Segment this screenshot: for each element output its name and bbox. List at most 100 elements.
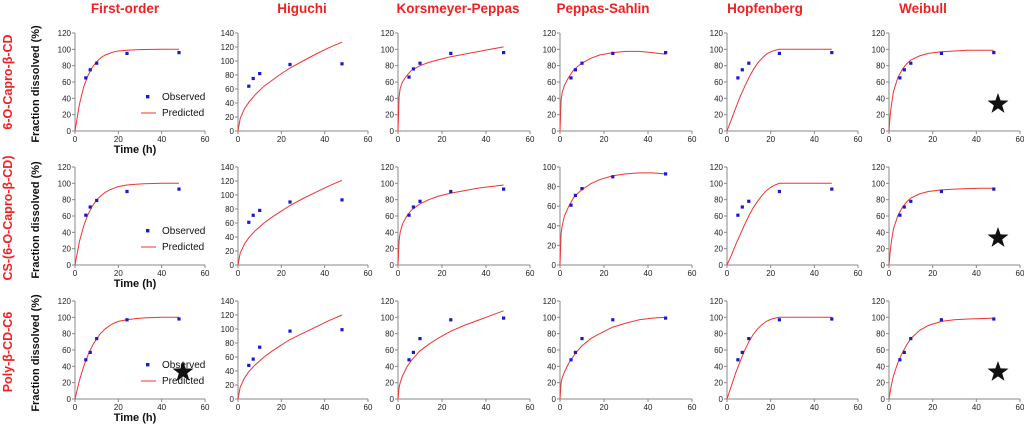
y-tick-label: 40 [385,362,394,371]
y-tick-label: 0 [552,395,557,404]
y-tick-label: 100 [381,45,395,54]
x-tick-label: 60 [526,135,535,144]
observed-point [573,350,577,354]
x-tick-label: 0 [887,135,892,144]
column-title-peppas-sahlin: Peppas-Sahlin [556,1,649,16]
observed-point [830,51,834,55]
x-tick-label: 0 [558,269,563,278]
y-tick-label: 80 [876,330,885,339]
observed-point [902,205,906,209]
y-tick-label: 40 [225,367,234,376]
star-icon [172,361,194,381]
y-axis-labels: Fraction dissolved (%) Fraction dissolve… [30,25,42,412]
observed-point [177,187,181,191]
observed-point [777,51,781,55]
x-tick-label: 20 [766,403,775,412]
column-title-first-order: First-order [91,1,160,16]
panel-1-2: 0 20 40 60 80 100 120 0 20 40 60 [381,163,535,278]
observed-point [258,208,262,212]
x-tick-label: 20 [277,269,286,278]
y-tick-label: 0 [67,261,72,270]
y-tick-label: 100 [221,57,235,66]
observed-point [251,76,255,81]
y-tick-label: 20 [876,245,885,254]
x-tick-label: 20 [438,269,447,278]
y-tick-label: 40 [62,362,71,371]
x-tick-label: 0 [396,269,401,278]
y-tick-label: 60 [547,202,556,211]
observed-point [88,350,92,354]
panel-2-3: 0 20 40 60 80 100 120 0 20 40 60 [543,297,697,412]
y-tick-label: 40 [876,362,885,371]
observed-point [125,51,129,55]
observed-point [898,358,902,362]
panel-2-4: 0 20 40 60 80 100 120 0 20 40 60 [710,297,863,412]
y-tick-label: 100 [710,45,724,54]
column-title-weibull: Weibull [899,1,947,16]
row-label-cs-6-o-capro-b-cd: CS-(6-O-Capro-β-CD) [1,156,15,281]
legend-observed-marker [146,363,150,367]
y-tick-label: 100 [381,179,395,188]
observed-point [340,328,344,332]
x-tick-label: 0 [396,403,401,412]
x-tick-label: 40 [810,135,819,144]
observed-point [288,200,292,204]
x-tick-label: 40 [644,135,653,144]
observed-point [502,187,506,191]
predicted-curve [559,316,666,400]
predicted-curve [74,182,179,266]
observed-point [251,357,255,361]
observed-point [747,199,751,203]
x-tick-label: 20 [928,269,937,278]
y-tick-label: 120 [381,163,395,172]
y-tick-label: 100 [872,313,886,322]
predicted-curve [237,314,343,400]
y-tick-label: 20 [62,379,71,388]
y-tick-label: 80 [385,330,394,339]
observed-point [411,350,415,354]
legend-observed-label: Observed [162,226,205,237]
observed-point [736,213,740,217]
x-tick-label: 60 [526,403,535,412]
x-tick-label: 20 [600,403,609,412]
y-tick-label: 60 [62,212,71,221]
observed-point [251,213,255,217]
x-tick-label: 40 [320,403,329,412]
y-tick-label: 40 [547,94,556,103]
x-tick-label: 0 [73,403,78,412]
y-tick-label: 140 [221,29,235,38]
x-tick-label: 60 [364,269,373,278]
y-tick-label: 100 [58,313,72,322]
x-tick-label: 0 [396,135,401,144]
observed-point [580,337,584,341]
y-tick-label: 60 [62,78,71,87]
x-tick-label: 40 [320,135,329,144]
y-tick-label: 0 [552,261,557,270]
y-tick-label: 40 [225,233,234,242]
observed-point [939,318,943,322]
y-tick-label: 100 [221,325,235,334]
y-tick-label: 120 [543,29,557,38]
x-tick-label: 60 [201,269,210,278]
y-tick-label: 0 [230,261,235,270]
observed-point [909,61,913,65]
y-tick-label: 80 [547,183,556,192]
y-tick-label: 80 [547,62,556,71]
y-tick-label: 120 [710,297,724,306]
y-tick-label: 40 [876,94,885,103]
x-tick-label: 0 [725,269,730,278]
panel-0-5: 0 20 40 60 80 100 120 0 20 40 60 [872,29,1024,144]
column-titles: First-order Higuchi Korsmeyer-Peppas Pep… [91,1,947,16]
panel-0-0: 0 20 40 60 80 100 120 0 20 40 60 Observed Predicted [58,29,210,144]
x-tick-label: 20 [928,135,937,144]
y-tick-label: 20 [547,379,556,388]
y-tick-label: 20 [876,111,885,120]
observed-point [939,51,943,55]
y-axis-label: Fraction dissolved (%) [30,161,42,279]
y-tick-label: 120 [58,29,72,38]
x-tick-label: 60 [201,403,210,412]
x-tick-label: 0 [236,269,241,278]
y-tick-label: 40 [62,94,71,103]
observed-point [95,61,99,65]
y-tick-label: 80 [225,71,234,80]
